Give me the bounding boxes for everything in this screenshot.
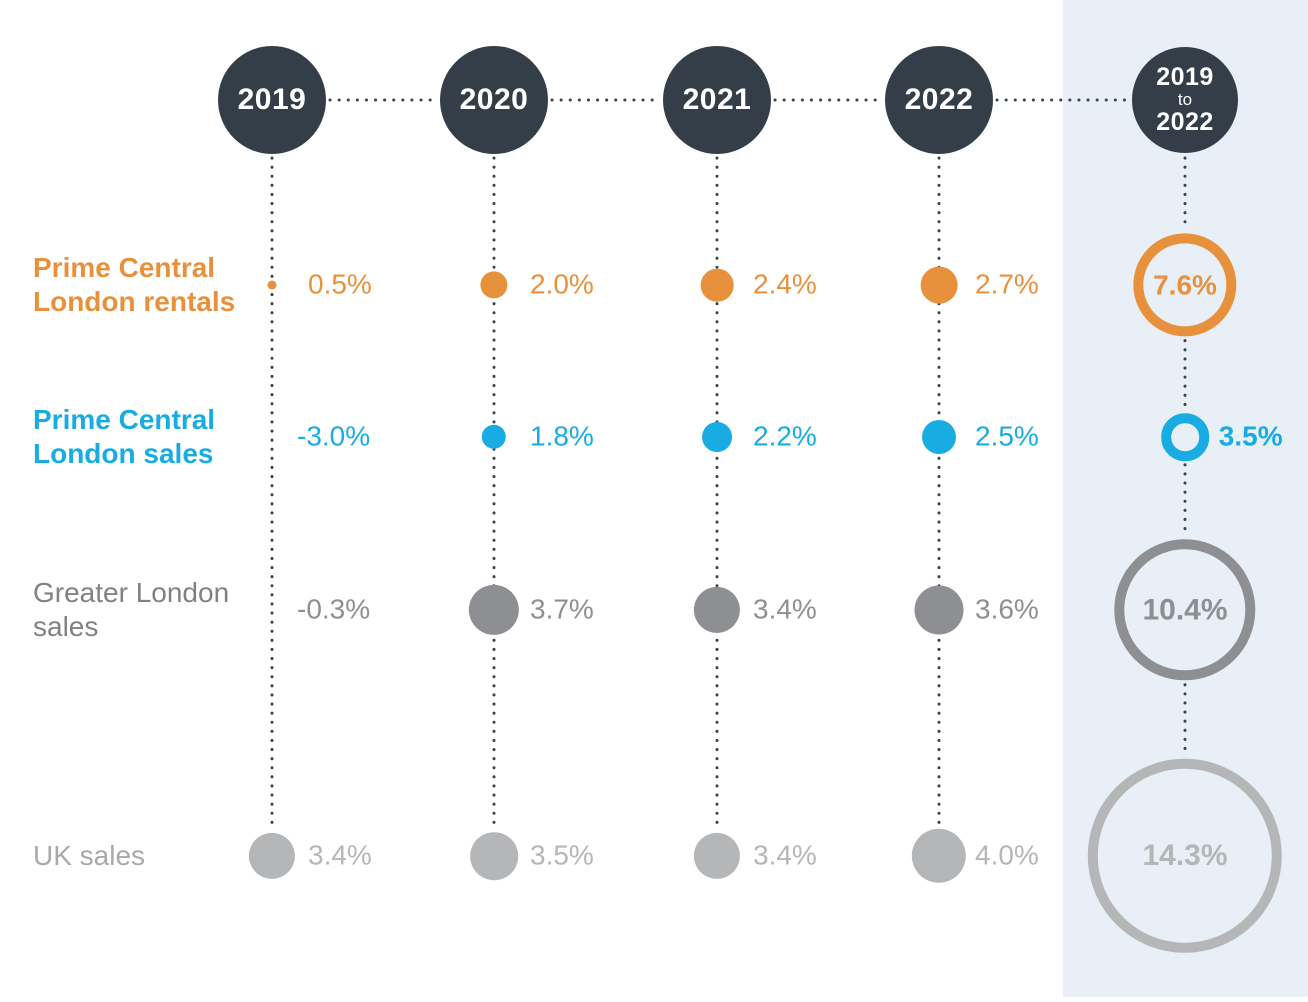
series-label-line: Prime Central (33, 252, 216, 283)
summary-node-line: 2019 (1156, 63, 1214, 91)
year-node-2021: 2021 (663, 46, 771, 154)
dot-prime-central-london-rentals-2022 (920, 266, 958, 304)
value-label-uk-sales-2019: 3.4% (308, 839, 372, 871)
cumulative-ring-uk-sales: 14.3% (1087, 758, 1283, 954)
value-label-prime-central-london-sales-2020: 1.8% (530, 420, 594, 452)
value-label-greater-london-sales-2019: -0.3% (297, 593, 371, 625)
dot-uk-sales-2019 (248, 832, 296, 880)
dot-prime-central-london-sales-2020 (481, 424, 507, 450)
value-label-uk-sales-2021: 3.4% (753, 839, 817, 871)
series-label-line: London sales (33, 438, 214, 469)
dot-uk-sales-2022 (911, 828, 967, 884)
dot-prime-central-london-rentals-2019 (267, 280, 277, 290)
year-node-summary: 2019 to 2022 (1132, 47, 1238, 153)
series-label-line: Greater London (33, 577, 230, 608)
value-label-prime-central-london-rentals-2021: 2.4% (753, 268, 817, 300)
value-label-prime-central-london-sales-2022: 2.5% (975, 420, 1039, 452)
cumulative-value-prime-central-london-rentals: 7.6% (1153, 268, 1217, 300)
value-label-uk-sales-2022: 4.0% (975, 839, 1039, 871)
dot-prime-central-london-rentals-2020 (480, 271, 508, 299)
cumulative-value-prime-central-london-sales: 3.5% (1218, 420, 1283, 452)
cumulative-value-uk-sales: 14.3% (1142, 839, 1228, 872)
value-label-prime-central-london-rentals-2022: 2.7% (975, 268, 1039, 300)
series-label-line: sales (33, 611, 99, 642)
dot-uk-sales-2021 (693, 832, 741, 880)
series-label-line: UK sales (33, 840, 146, 871)
value-label-prime-central-london-rentals-2019: 0.5% (308, 268, 372, 300)
series-label-greater-london-sales: Greater London sales (33, 576, 229, 644)
year-node-2019: 2019 (218, 46, 326, 154)
value-label-greater-london-sales-2021: 3.4% (753, 593, 817, 625)
series-label-line: London rentals (33, 286, 236, 317)
year-node-2020: 2020 (440, 46, 548, 154)
year-node-2022: 2022 (885, 46, 993, 154)
summary-node-line: to (1177, 90, 1193, 109)
summary-node-line: 2022 (1156, 108, 1214, 136)
value-label-prime-central-london-sales-2021: 2.2% (753, 420, 817, 452)
dot-prime-central-london-rentals-2021 (700, 268, 734, 302)
cumulative-ring-greater-london-sales: 10.4% (1114, 539, 1256, 681)
dot-greater-london-sales-2022 (914, 585, 964, 635)
series-label-prime-central-london-rentals: Prime Central London rentals (33, 251, 235, 319)
dot-greater-london-sales-2021 (693, 586, 741, 634)
cumulative-ring-prime-central-london-rentals: 7.6% (1133, 233, 1237, 337)
value-label-greater-london-sales-2022: 3.6% (975, 593, 1039, 625)
cumulative-ring-prime-central-london-sales (1161, 413, 1209, 461)
value-label-greater-london-sales-2020: 3.7% (530, 593, 594, 625)
series-label-prime-central-london-sales: Prime Central London sales (33, 403, 215, 471)
value-label-prime-central-london-sales-2019: -3.0% (297, 420, 371, 452)
cumulative-value-greater-london-sales: 10.4% (1142, 593, 1228, 626)
value-label-prime-central-london-rentals-2020: 2.0% (530, 268, 594, 300)
value-label-uk-sales-2020: 3.5% (530, 839, 594, 871)
series-label-line: Prime Central (33, 404, 216, 435)
dot-prime-central-london-sales-2022 (922, 420, 956, 454)
series-label-uk-sales: UK sales (33, 839, 145, 873)
dot-greater-london-sales-2020 (468, 584, 520, 636)
dot-uk-sales-2020 (470, 832, 518, 880)
dot-prime-central-london-sales-2021 (702, 422, 732, 452)
